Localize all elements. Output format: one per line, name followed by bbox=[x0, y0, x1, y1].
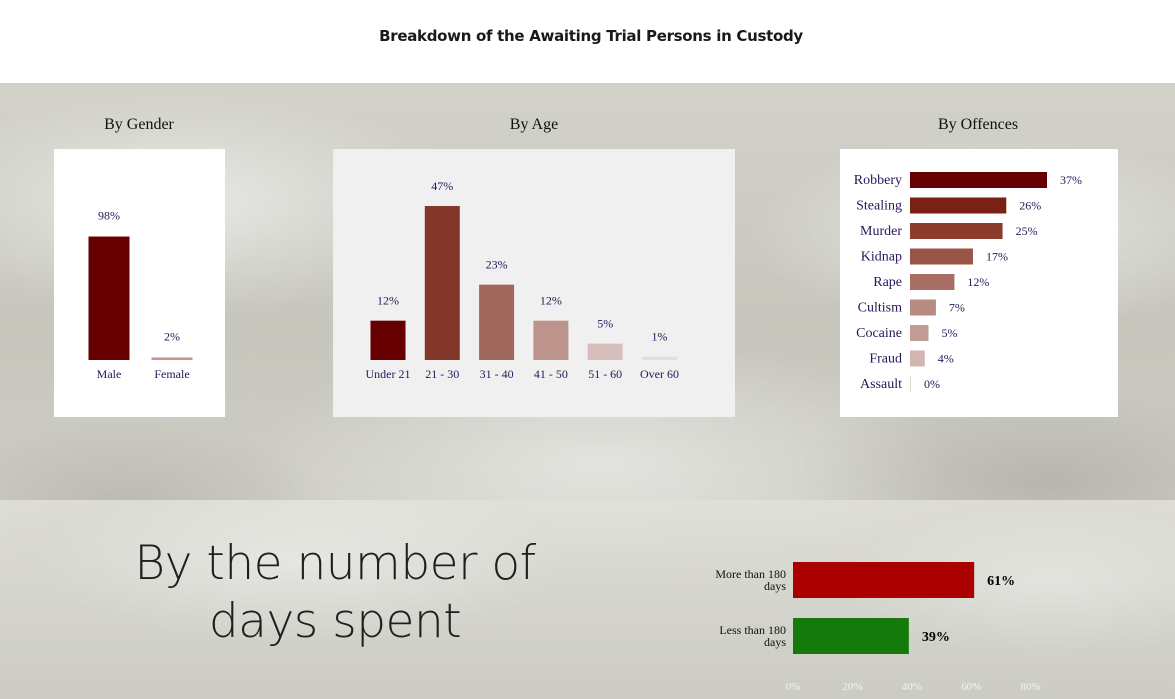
offence-value-label: 37% bbox=[1060, 173, 1082, 187]
offence-value-label: 0% bbox=[924, 377, 940, 391]
offence-category-label: Cocaine bbox=[856, 326, 902, 341]
age-value-label: 23% bbox=[486, 258, 508, 272]
offences-chart-title: By Offences bbox=[937, 116, 1019, 133]
days-x-tick-label: 40% bbox=[902, 681, 922, 693]
age-value-label: 1% bbox=[652, 330, 668, 344]
offence-bar bbox=[910, 350, 925, 367]
age-category-label: 51 - 60 bbox=[588, 367, 622, 381]
days-section-band bbox=[0, 500, 1175, 699]
days-value-label: 61% bbox=[987, 574, 1015, 589]
offence-value-label: 4% bbox=[938, 352, 954, 366]
age-bar bbox=[587, 343, 623, 360]
offence-value-label: 26% bbox=[1019, 199, 1041, 213]
days-category-label: Less than 180 bbox=[719, 623, 786, 637]
days-category-label: days bbox=[764, 635, 786, 649]
offence-bar bbox=[910, 299, 936, 316]
days-category-label: days bbox=[764, 579, 786, 593]
age-category-label: 31 - 40 bbox=[480, 367, 514, 381]
offence-value-label: 5% bbox=[942, 326, 958, 340]
age-value-label: 47% bbox=[431, 179, 453, 193]
gender-chart: 98% Male 2% Female bbox=[54, 149, 225, 417]
gender-chart-title: By Gender bbox=[104, 116, 174, 133]
offence-category-label: Murder bbox=[860, 224, 902, 239]
gender-value-label: 98% bbox=[98, 209, 120, 223]
age-bar bbox=[642, 356, 677, 360]
offence-category-label: Assault bbox=[860, 377, 902, 392]
age-value-label: 5% bbox=[597, 317, 613, 331]
age-category-label: 41 - 50 bbox=[534, 367, 568, 381]
days-x-tick-label: 60% bbox=[961, 681, 981, 693]
offence-category-label: Stealing bbox=[856, 199, 902, 214]
offence-bar bbox=[910, 172, 1047, 188]
gender-category-label: Male bbox=[97, 367, 122, 381]
offence-category-label: Cultism bbox=[858, 301, 902, 316]
days-x-tick-label: 80% bbox=[1021, 681, 1041, 693]
offence-bar bbox=[910, 197, 1007, 214]
age-category-label: 21 - 30 bbox=[425, 367, 459, 381]
age-bar bbox=[479, 284, 515, 360]
offence-value-label: 25% bbox=[1016, 224, 1038, 238]
offence-bar bbox=[910, 223, 1003, 239]
gender-bar bbox=[88, 236, 130, 360]
days-x-tick-label: 20% bbox=[842, 681, 862, 693]
offences-chart: Robbery 37% Stealing 26% Murder 25% Kidnap 17% R… bbox=[840, 149, 1118, 417]
page-title: Breakdown of the Awaiting Trial Persons … bbox=[379, 27, 803, 45]
gender-value-label: 2% bbox=[164, 329, 180, 343]
days-title-line-2: days spent bbox=[208, 594, 462, 649]
age-value-label: 12% bbox=[540, 294, 562, 308]
offence-value-label: 12% bbox=[967, 275, 989, 289]
offence-category-label: Fraud bbox=[869, 352, 902, 367]
offence-bar bbox=[910, 248, 973, 265]
days-value-label: 39% bbox=[922, 630, 950, 645]
age-bar bbox=[533, 320, 569, 360]
offence-category-label: Robbery bbox=[854, 173, 902, 188]
days-x-tick-label: 0% bbox=[786, 681, 801, 693]
age-category-label: Under 21 bbox=[366, 367, 411, 381]
days-bar bbox=[793, 618, 909, 654]
age-category-label: Over 60 bbox=[640, 367, 679, 381]
offence-category-label: Kidnap bbox=[861, 250, 902, 265]
age-value-label: 12% bbox=[377, 294, 399, 308]
age-bar bbox=[370, 320, 406, 360]
page-header: Breakdown of the Awaiting Trial Persons … bbox=[0, 0, 1175, 83]
offence-bar bbox=[910, 325, 929, 341]
age-bar bbox=[424, 206, 460, 360]
age-chart-title: By Age bbox=[509, 116, 559, 133]
age-chart: 12% Under 21 47% 21 - 30 23% 31 - 40 12% 41 - 5… bbox=[333, 149, 735, 417]
gender-bar bbox=[151, 357, 193, 360]
offence-bar bbox=[910, 376, 911, 392]
offence-value-label: 17% bbox=[986, 250, 1008, 264]
days-category-label: More than 180 bbox=[715, 567, 786, 581]
offence-bar bbox=[910, 274, 955, 290]
days-bar bbox=[793, 562, 975, 598]
days-chart: More than 180 days 61% Less than 180 days 39%… bbox=[690, 548, 1080, 699]
offence-category-label: Rape bbox=[873, 275, 902, 290]
days-section-title: By the number of days spent bbox=[130, 535, 540, 651]
gender-category-label: Female bbox=[154, 367, 189, 381]
days-title-line-1: By the number of bbox=[134, 536, 536, 591]
offence-value-label: 7% bbox=[949, 301, 965, 315]
